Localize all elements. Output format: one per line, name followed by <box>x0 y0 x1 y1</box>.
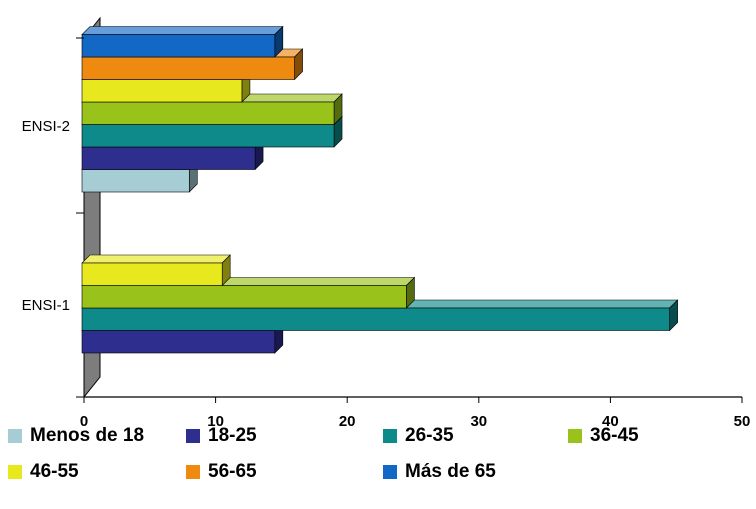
legend-item: 26-35 <box>383 425 454 447</box>
legend-label: 56-65 <box>208 461 257 482</box>
legend-label: 18-25 <box>208 425 257 446</box>
legend-label: 46-55 <box>30 461 79 482</box>
legend-item: 18-25 <box>186 425 257 447</box>
category-label: ENSI-2 <box>22 118 70 135</box>
x-tick-label: 20 <box>339 413 356 430</box>
legend-label: 26-35 <box>405 425 454 446</box>
legend-label: 36-45 <box>590 425 639 446</box>
legend-swatch <box>383 429 397 443</box>
legend: Menos de 18 18-25 26-35 36-45 46-55 56-65 Más … <box>8 423 756 503</box>
legend-swatch <box>383 465 397 479</box>
x-tick-label: 40 <box>602 413 619 430</box>
legend-item: 56-65 <box>186 461 257 483</box>
x-tick-label: 50 <box>734 413 751 430</box>
legend-swatch <box>186 465 200 479</box>
x-tick-label: 0 <box>80 413 88 430</box>
legend-label: Menos de 18 <box>30 425 145 446</box>
x-tick-label: 30 <box>470 413 487 430</box>
bar <box>81 254 231 287</box>
legend-swatch <box>8 465 22 479</box>
legend-label: Más de 65 <box>405 461 496 482</box>
legend-swatch <box>568 429 582 443</box>
legend-swatch <box>186 429 200 443</box>
legend-item: Más de 65 <box>383 461 496 483</box>
legend-item: Menos de 18 <box>8 425 144 447</box>
category-label: ENSI-1 <box>22 297 70 314</box>
legend-item: 36-45 <box>568 425 639 447</box>
legend-item: 46-55 <box>8 461 79 483</box>
legend-swatch <box>8 429 22 443</box>
x-tick-label: 10 <box>207 413 224 430</box>
bar <box>81 25 284 58</box>
